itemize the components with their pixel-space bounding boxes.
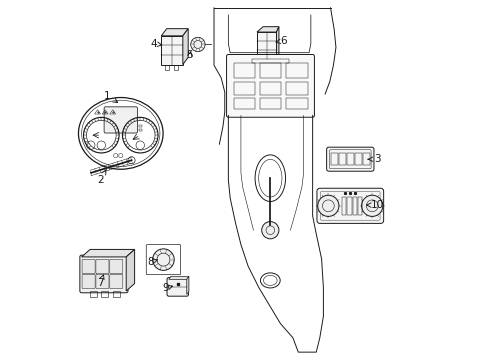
Polygon shape <box>276 27 278 59</box>
Bar <box>341 197 346 215</box>
Bar <box>260 63 281 78</box>
FancyBboxPatch shape <box>80 255 128 293</box>
Bar <box>260 82 281 95</box>
FancyBboxPatch shape <box>109 259 122 274</box>
Text: 4: 4 <box>150 39 162 49</box>
FancyBboxPatch shape <box>109 274 122 289</box>
Bar <box>113 291 120 297</box>
Bar <box>285 82 307 95</box>
FancyBboxPatch shape <box>316 188 383 224</box>
FancyBboxPatch shape <box>326 147 373 171</box>
Circle shape <box>317 195 338 216</box>
Text: 5: 5 <box>186 50 193 60</box>
Bar <box>354 153 361 165</box>
Text: 9: 9 <box>162 283 172 293</box>
FancyBboxPatch shape <box>104 107 137 133</box>
FancyBboxPatch shape <box>167 278 188 296</box>
Polygon shape <box>81 249 134 257</box>
FancyBboxPatch shape <box>161 36 183 64</box>
FancyBboxPatch shape <box>257 32 276 59</box>
Bar <box>164 64 168 70</box>
FancyBboxPatch shape <box>96 274 109 289</box>
Bar <box>346 197 351 215</box>
Bar <box>363 153 369 165</box>
Bar <box>331 153 337 165</box>
Bar <box>260 98 281 109</box>
Text: 6: 6 <box>275 36 286 46</box>
Bar <box>358 197 362 215</box>
Bar <box>139 125 142 127</box>
Text: 7: 7 <box>97 275 104 288</box>
Bar <box>285 63 307 78</box>
Text: 3: 3 <box>367 154 380 164</box>
Bar <box>233 63 255 78</box>
Circle shape <box>152 249 174 270</box>
Circle shape <box>261 222 278 239</box>
Text: 2: 2 <box>97 170 106 185</box>
Bar <box>174 64 178 70</box>
Polygon shape <box>168 276 188 279</box>
FancyBboxPatch shape <box>96 259 109 274</box>
FancyBboxPatch shape <box>82 259 95 274</box>
Bar <box>101 291 108 297</box>
FancyBboxPatch shape <box>226 54 314 117</box>
Bar <box>346 153 353 165</box>
Bar <box>251 59 289 63</box>
Bar <box>352 197 356 215</box>
Bar <box>233 98 255 109</box>
Bar <box>90 291 97 297</box>
Text: 8: 8 <box>147 257 157 267</box>
Text: 10: 10 <box>366 200 383 210</box>
Bar <box>339 153 346 165</box>
Text: 1: 1 <box>104 91 118 103</box>
Circle shape <box>361 195 382 216</box>
Polygon shape <box>183 29 188 64</box>
Circle shape <box>190 37 204 51</box>
FancyBboxPatch shape <box>82 274 95 289</box>
Polygon shape <box>161 29 188 36</box>
Bar <box>139 129 142 131</box>
Polygon shape <box>126 249 134 291</box>
Polygon shape <box>186 276 188 294</box>
Bar <box>285 98 307 109</box>
Polygon shape <box>257 27 278 32</box>
Bar <box>233 82 255 95</box>
